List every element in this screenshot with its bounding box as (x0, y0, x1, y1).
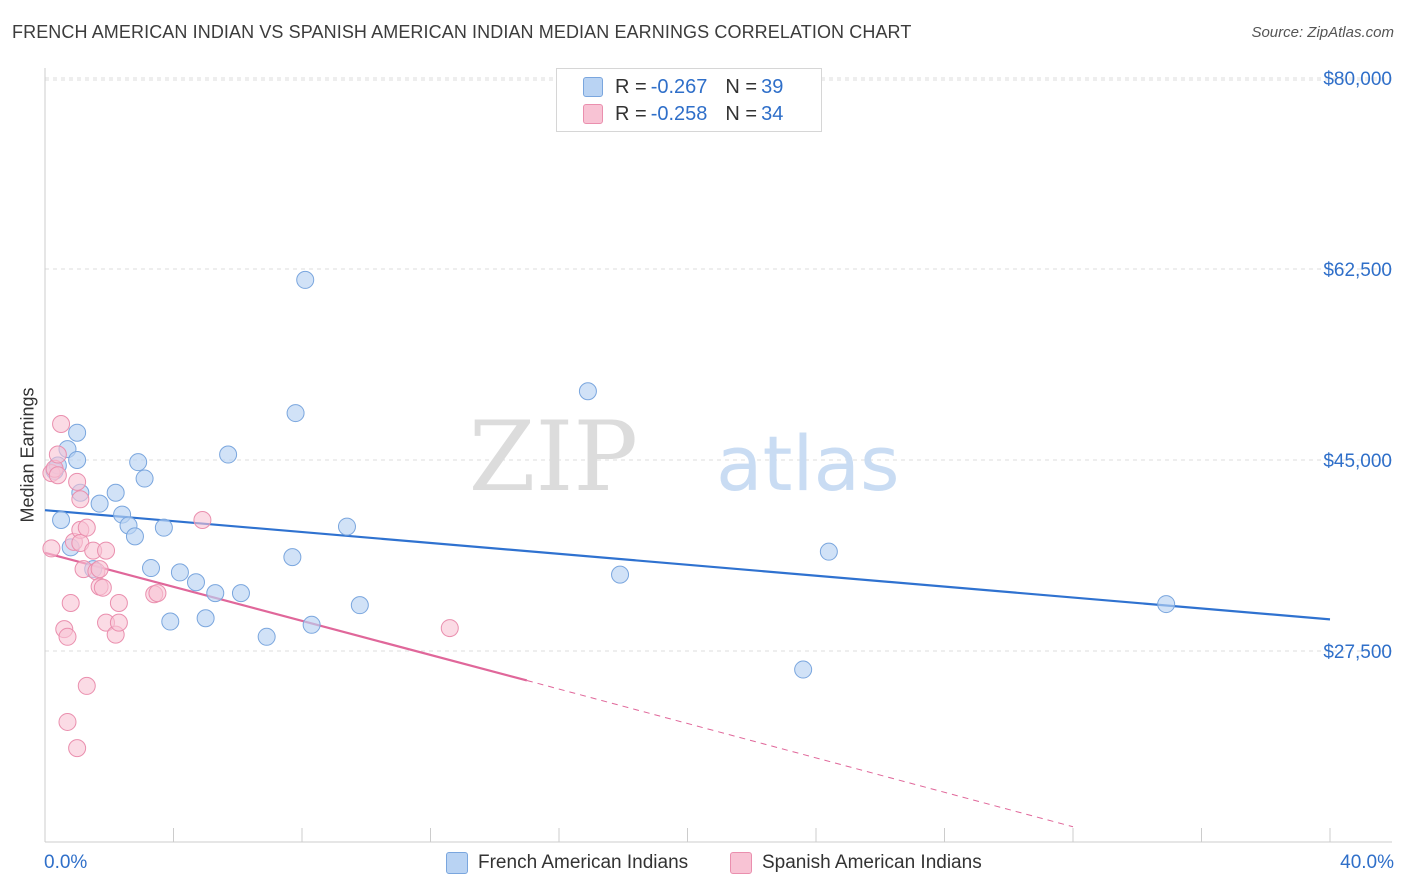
y-tick-label: $62,500 (1323, 260, 1392, 281)
data-point-french (68, 451, 87, 469)
legend-swatch-blue (583, 77, 603, 97)
data-point-french (794, 660, 813, 679)
data-point-french (819, 542, 838, 561)
data-point-french (125, 527, 144, 546)
data-point-spanish (93, 578, 112, 597)
data-point-french (206, 584, 225, 603)
data-point-spanish (71, 490, 90, 509)
legend-n-value: 39 (761, 75, 784, 98)
data-point-french (257, 627, 276, 646)
data-point-spanish (61, 593, 80, 612)
data-point-french (283, 548, 302, 567)
data-point-spanish (109, 593, 128, 612)
data-point-french (302, 615, 321, 634)
trend-layer (44, 509, 1331, 828)
data-point-french (90, 494, 109, 513)
y-tick-label: $27,500 (1323, 642, 1392, 663)
bottom-legend-label: French American Indians (478, 852, 689, 873)
legend-row-french: R = -0.267 N = 39 (583, 75, 783, 99)
data-point-spanish (58, 627, 77, 646)
data-point-french (135, 469, 154, 488)
legend-swatch-pink (583, 104, 603, 124)
legend-r-label: R = (615, 75, 647, 98)
data-point-spanish (68, 472, 87, 491)
trend-line-spanish (44, 551, 528, 682)
data-point-spanish (109, 613, 128, 632)
data-point-french (1157, 595, 1176, 614)
y-tick-label: $80,000 (1323, 69, 1392, 90)
legend-n-value: 34 (761, 102, 784, 125)
grid-layer (45, 77, 1392, 652)
data-point-french (142, 559, 161, 578)
data-point-spanish (97, 541, 116, 560)
legend-r-label: R = (615, 102, 647, 125)
data-point-french (286, 404, 305, 423)
data-point-french (170, 563, 189, 582)
data-point-french (350, 596, 369, 615)
axis-layer (44, 68, 1392, 843)
y-tick-labels: $27,500 $45,000 $62,500 $80,000 (1323, 69, 1392, 663)
data-point-spanish (77, 518, 96, 537)
watermark: ZIP atlas (469, 401, 900, 513)
data-point-spanish (440, 619, 459, 638)
legend-n-label: N = (725, 75, 758, 98)
data-point-french (106, 483, 125, 502)
data-point-french (219, 445, 238, 464)
data-point-spanish (68, 739, 87, 758)
correlation-legend: R = -0.267 N = 39 R = -0.258 N = 34 (556, 68, 822, 132)
x-axis-max-label: 40.0% (1340, 852, 1394, 873)
source-label: Source: ZipAtlas.com (1251, 24, 1394, 41)
data-point-spanish (77, 676, 96, 695)
watermark-zip: ZIP (469, 401, 638, 513)
data-point-french (52, 511, 71, 530)
data-point-spanish (193, 511, 212, 530)
chart-title: FRENCH AMERICAN INDIAN VS SPANISH AMERIC… (12, 22, 912, 42)
data-point-french (196, 609, 215, 628)
points-layer (42, 270, 1176, 758)
data-point-spanish (148, 584, 167, 603)
trend-line-spanish-extension (526, 679, 1074, 828)
data-point-spanish (58, 712, 77, 731)
data-point-french (296, 270, 315, 289)
data-point-spanish (90, 560, 109, 579)
data-point-spanish (48, 466, 67, 485)
bottom-legend-label: Spanish American Indians (762, 852, 982, 873)
data-point-french (161, 612, 180, 631)
legend-r-value: -0.267 (650, 75, 708, 98)
legend-n-label: N = (725, 102, 758, 125)
y-tick-label: $45,000 (1323, 451, 1392, 472)
data-point-french (337, 517, 356, 536)
data-point-french (154, 518, 173, 537)
data-point-french (68, 423, 87, 442)
bottom-legend-spanish: Spanish American Indians (730, 852, 982, 874)
x-axis-min-label: 0.0% (44, 852, 88, 873)
data-point-spanish (52, 414, 71, 433)
data-point-french (186, 573, 205, 592)
trend-line-french (44, 509, 1331, 621)
data-point-spanish (42, 539, 61, 558)
watermark-atlas: atlas (716, 419, 900, 508)
data-point-french (129, 453, 148, 472)
legend-r-value: -0.258 (650, 102, 708, 125)
data-point-french (578, 382, 597, 401)
bottom-legend-french: French American Indians (446, 852, 688, 874)
bottom-legend-swatch-pink (730, 852, 752, 874)
data-point-french (231, 584, 250, 603)
y-axis-label: Median Earnings (17, 387, 38, 523)
data-point-french (611, 565, 630, 584)
bottom-legend-swatch-blue (446, 852, 468, 874)
legend-row-spanish: R = -0.258 N = 34 (583, 102, 783, 126)
data-point-spanish (48, 445, 67, 464)
